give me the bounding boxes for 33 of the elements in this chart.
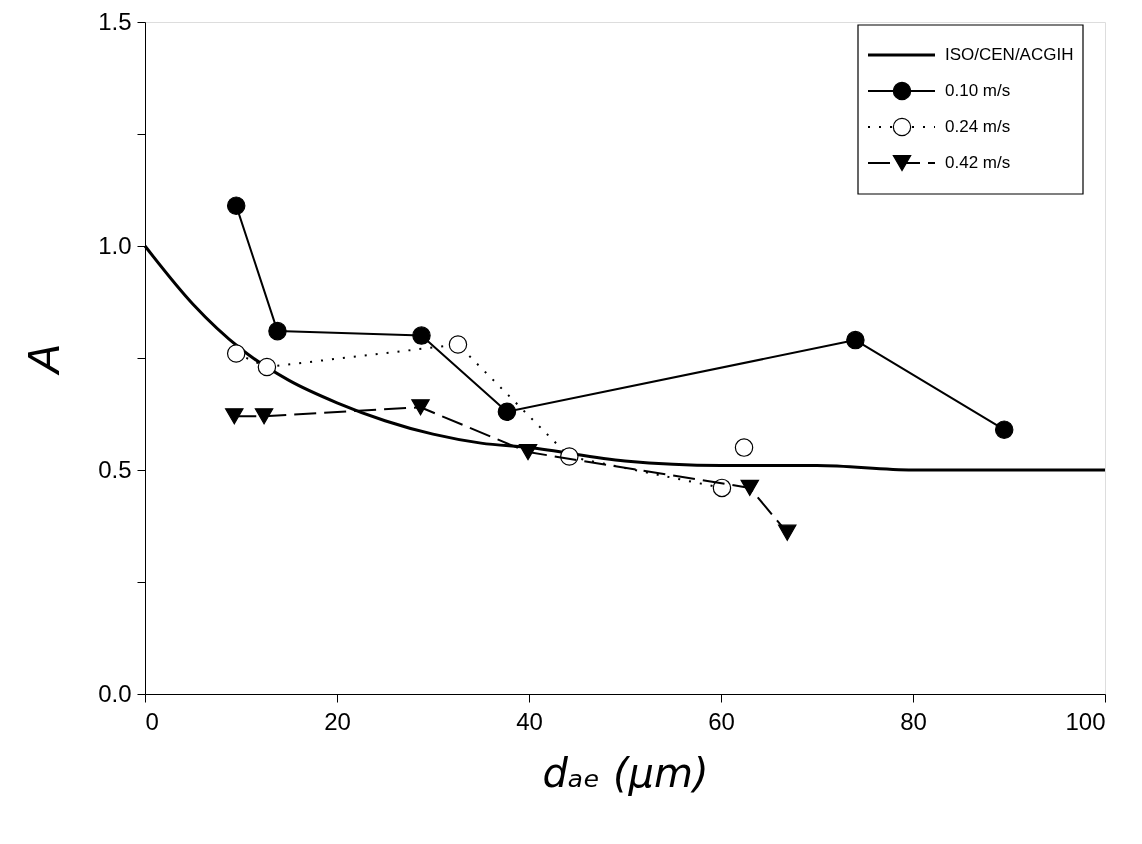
y-tick-label: 1.5: [98, 7, 132, 35]
y-axis-title: A: [19, 343, 69, 377]
point: [257, 357, 277, 377]
y-tick-label: 1.0: [98, 231, 132, 259]
x-tick-label: 100: [1065, 707, 1106, 735]
point: [411, 399, 430, 416]
x-tick-label: 80: [900, 707, 927, 735]
point: [226, 344, 246, 363]
point: [846, 330, 865, 350]
point: [226, 196, 246, 215]
point: [448, 335, 468, 354]
point: [254, 408, 274, 425]
point: [777, 524, 797, 541]
legend-label: ISO/CEN/ACGIH: [945, 45, 1074, 64]
point: [712, 478, 732, 498]
x-tick-label: 0: [145, 707, 159, 735]
point: [734, 438, 754, 457]
x-tick-label: 20: [324, 707, 351, 735]
x-axis-title: dₐₑ (μm): [542, 749, 709, 796]
x-tick-label: 40: [516, 707, 543, 735]
point: [225, 408, 244, 425]
point: [740, 479, 760, 497]
y-tick-label: 0.5: [98, 455, 132, 483]
point: [994, 420, 1014, 439]
legend-label: 0.42 m/s: [945, 153, 1011, 172]
y-tick-label: 0.0: [98, 679, 132, 707]
legend-label: 0.10 m/s: [945, 81, 1011, 100]
point: [518, 443, 538, 461]
point: [497, 402, 517, 421]
legend-label: 0.24 m/s: [945, 117, 1011, 136]
point: [412, 326, 431, 345]
x-tick-label: 60: [708, 707, 735, 735]
point: [268, 321, 287, 341]
